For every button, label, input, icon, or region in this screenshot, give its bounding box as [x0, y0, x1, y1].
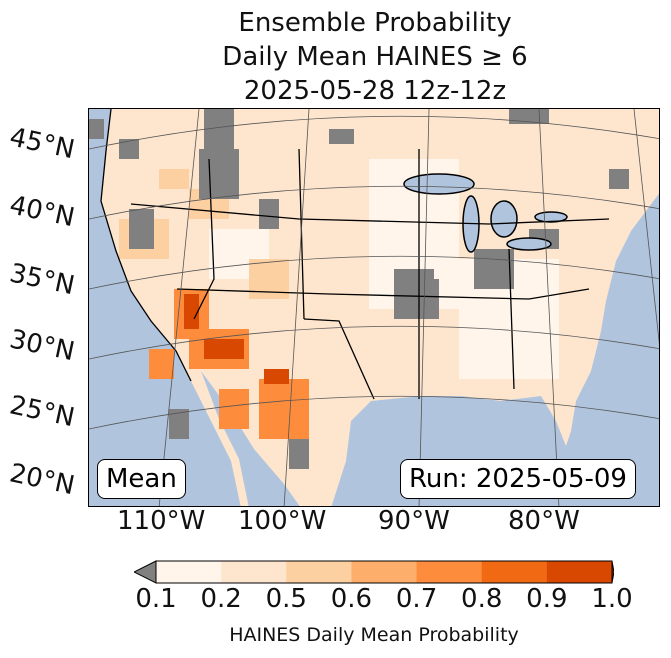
colorbar-tick-label: 0.1 [135, 584, 177, 614]
colorbar-tick-label: 0.9 [526, 584, 568, 614]
lat-label-20n: 20°N [6, 458, 78, 502]
colorbar-tick-label: 0.5 [265, 584, 307, 614]
probability-map [88, 108, 660, 507]
colorbar-tick-label: 0.2 [200, 584, 242, 614]
lon-label-80w: 80°W [508, 506, 580, 536]
lon-label-110w: 110°W [117, 506, 206, 536]
colorbar-label: HAINES Daily Mean Probability [229, 624, 519, 646]
very-high-probability-regions [184, 294, 289, 384]
great-lakes [403, 173, 568, 253]
colorbar-tick-label: 0.7 [395, 584, 438, 614]
lat-label-30n: 30°N [6, 324, 78, 368]
colorbar-tick-label: 1.0 [591, 584, 633, 614]
colorbar-outline [155, 560, 613, 584]
lat-label-45n: 45°N [6, 122, 78, 166]
lon-label-100w: 100°W [238, 506, 327, 536]
colorbar-tick-label: 0.6 [330, 584, 373, 614]
missing-data-regions [89, 109, 629, 469]
colorbar-under-extension [134, 560, 157, 584]
title-line-2: Daily Mean HAINES ≥ 6 [222, 42, 528, 72]
graticule [89, 109, 659, 506]
colorbar-tick-label: 0.8 [461, 584, 503, 614]
mean-label: Mean [97, 459, 186, 499]
colorbar-segment [156, 561, 222, 583]
colorbar-segment [221, 561, 287, 583]
colorbar-segment [286, 561, 352, 583]
colorbar [134, 560, 614, 584]
colorbar-segment [546, 561, 613, 583]
state-borders [100, 109, 610, 400]
lat-label-25n: 25°N [6, 390, 78, 434]
lon-label-90w: 90°W [378, 506, 450, 536]
title-line-3: 2025-05-28 12z-12z [243, 76, 507, 106]
lat-label-40n: 40°N [6, 190, 78, 234]
colorbar-segment [416, 561, 483, 583]
colorbar-segment [481, 561, 548, 583]
colorbar-segment [351, 561, 418, 583]
map-canvas [89, 109, 659, 506]
title-line-1: Ensemble Probability [238, 8, 512, 38]
run-date-label: Run: 2025-05-09 [400, 459, 636, 499]
lat-label-35n: 35°N [6, 258, 78, 302]
